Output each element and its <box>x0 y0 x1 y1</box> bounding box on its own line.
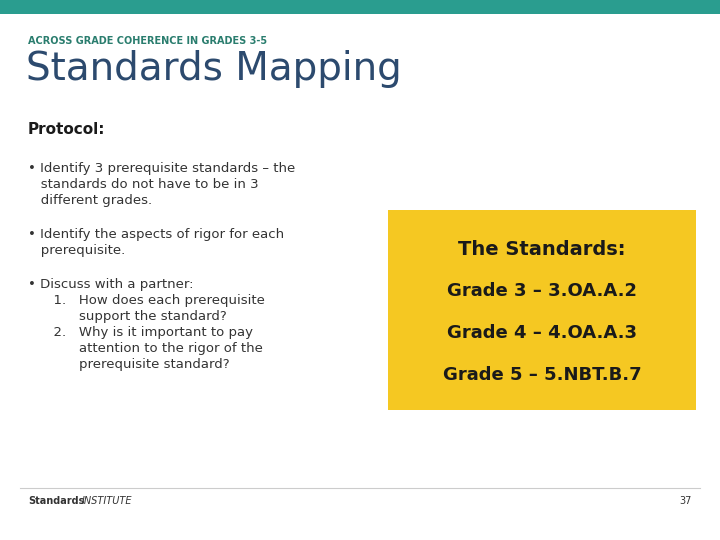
Text: prerequisite standard?: prerequisite standard? <box>28 358 230 371</box>
Text: • Identify 3 prerequisite standards – the: • Identify 3 prerequisite standards – th… <box>28 162 295 175</box>
Text: 1.   How does each prerequisite: 1. How does each prerequisite <box>28 294 265 307</box>
Text: • Identify the aspects of rigor for each: • Identify the aspects of rigor for each <box>28 228 284 241</box>
Text: support the standard?: support the standard? <box>28 310 227 323</box>
Bar <box>0 0 720 14</box>
Text: Grade 3 – 3.OA.A.2: Grade 3 – 3.OA.A.2 <box>447 282 637 300</box>
Text: standards do not have to be in 3: standards do not have to be in 3 <box>28 178 258 191</box>
Text: attention to the rigor of the: attention to the rigor of the <box>28 342 263 355</box>
Text: 2.   Why is it important to pay: 2. Why is it important to pay <box>28 326 253 339</box>
Text: Protocol:: Protocol: <box>28 122 106 137</box>
Text: • Discuss with a partner:: • Discuss with a partner: <box>28 278 194 291</box>
Text: Grade 4 – 4.OA.A.3: Grade 4 – 4.OA.A.3 <box>447 324 637 342</box>
Bar <box>388 210 696 410</box>
Text: prerequisite.: prerequisite. <box>28 244 125 257</box>
Text: The Standards:: The Standards: <box>458 240 626 259</box>
Text: INSTITUTE: INSTITUTE <box>82 496 132 506</box>
Text: 37: 37 <box>680 496 692 506</box>
Text: ACROSS GRADE COHERENCE IN GRADES 3-5: ACROSS GRADE COHERENCE IN GRADES 3-5 <box>28 36 267 46</box>
Text: Standards Mapping: Standards Mapping <box>26 50 402 88</box>
Text: different grades.: different grades. <box>28 194 152 207</box>
Text: Grade 5 – 5.NBT.B.7: Grade 5 – 5.NBT.B.7 <box>443 366 642 384</box>
Text: Standards: Standards <box>28 496 84 506</box>
